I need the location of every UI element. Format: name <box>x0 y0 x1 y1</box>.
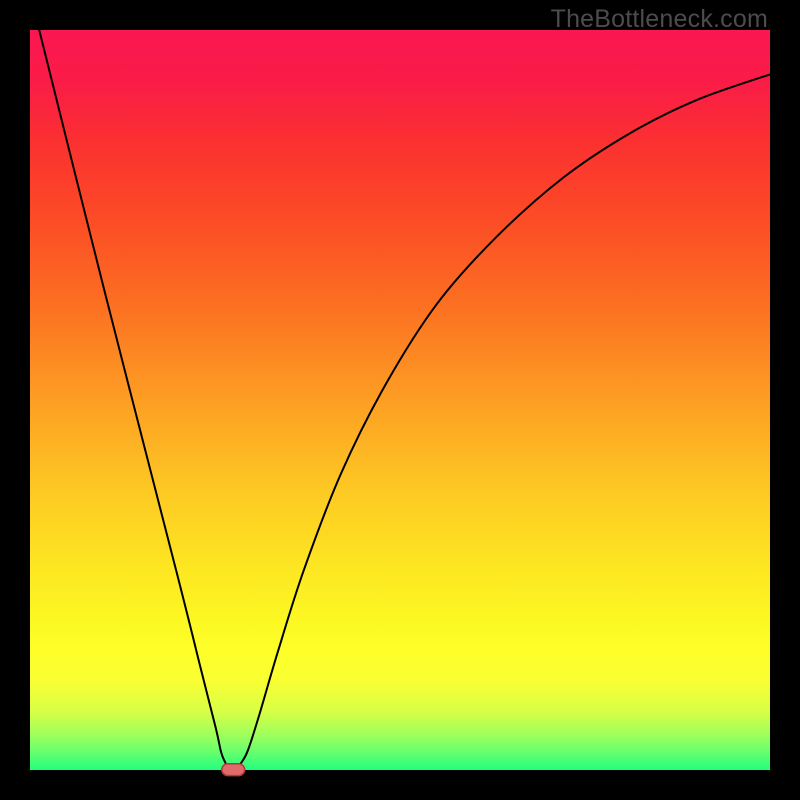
minimum-marker <box>221 763 246 777</box>
bottleneck-curve <box>0 0 800 800</box>
watermark-text: TheBottleneck.com <box>551 5 768 34</box>
